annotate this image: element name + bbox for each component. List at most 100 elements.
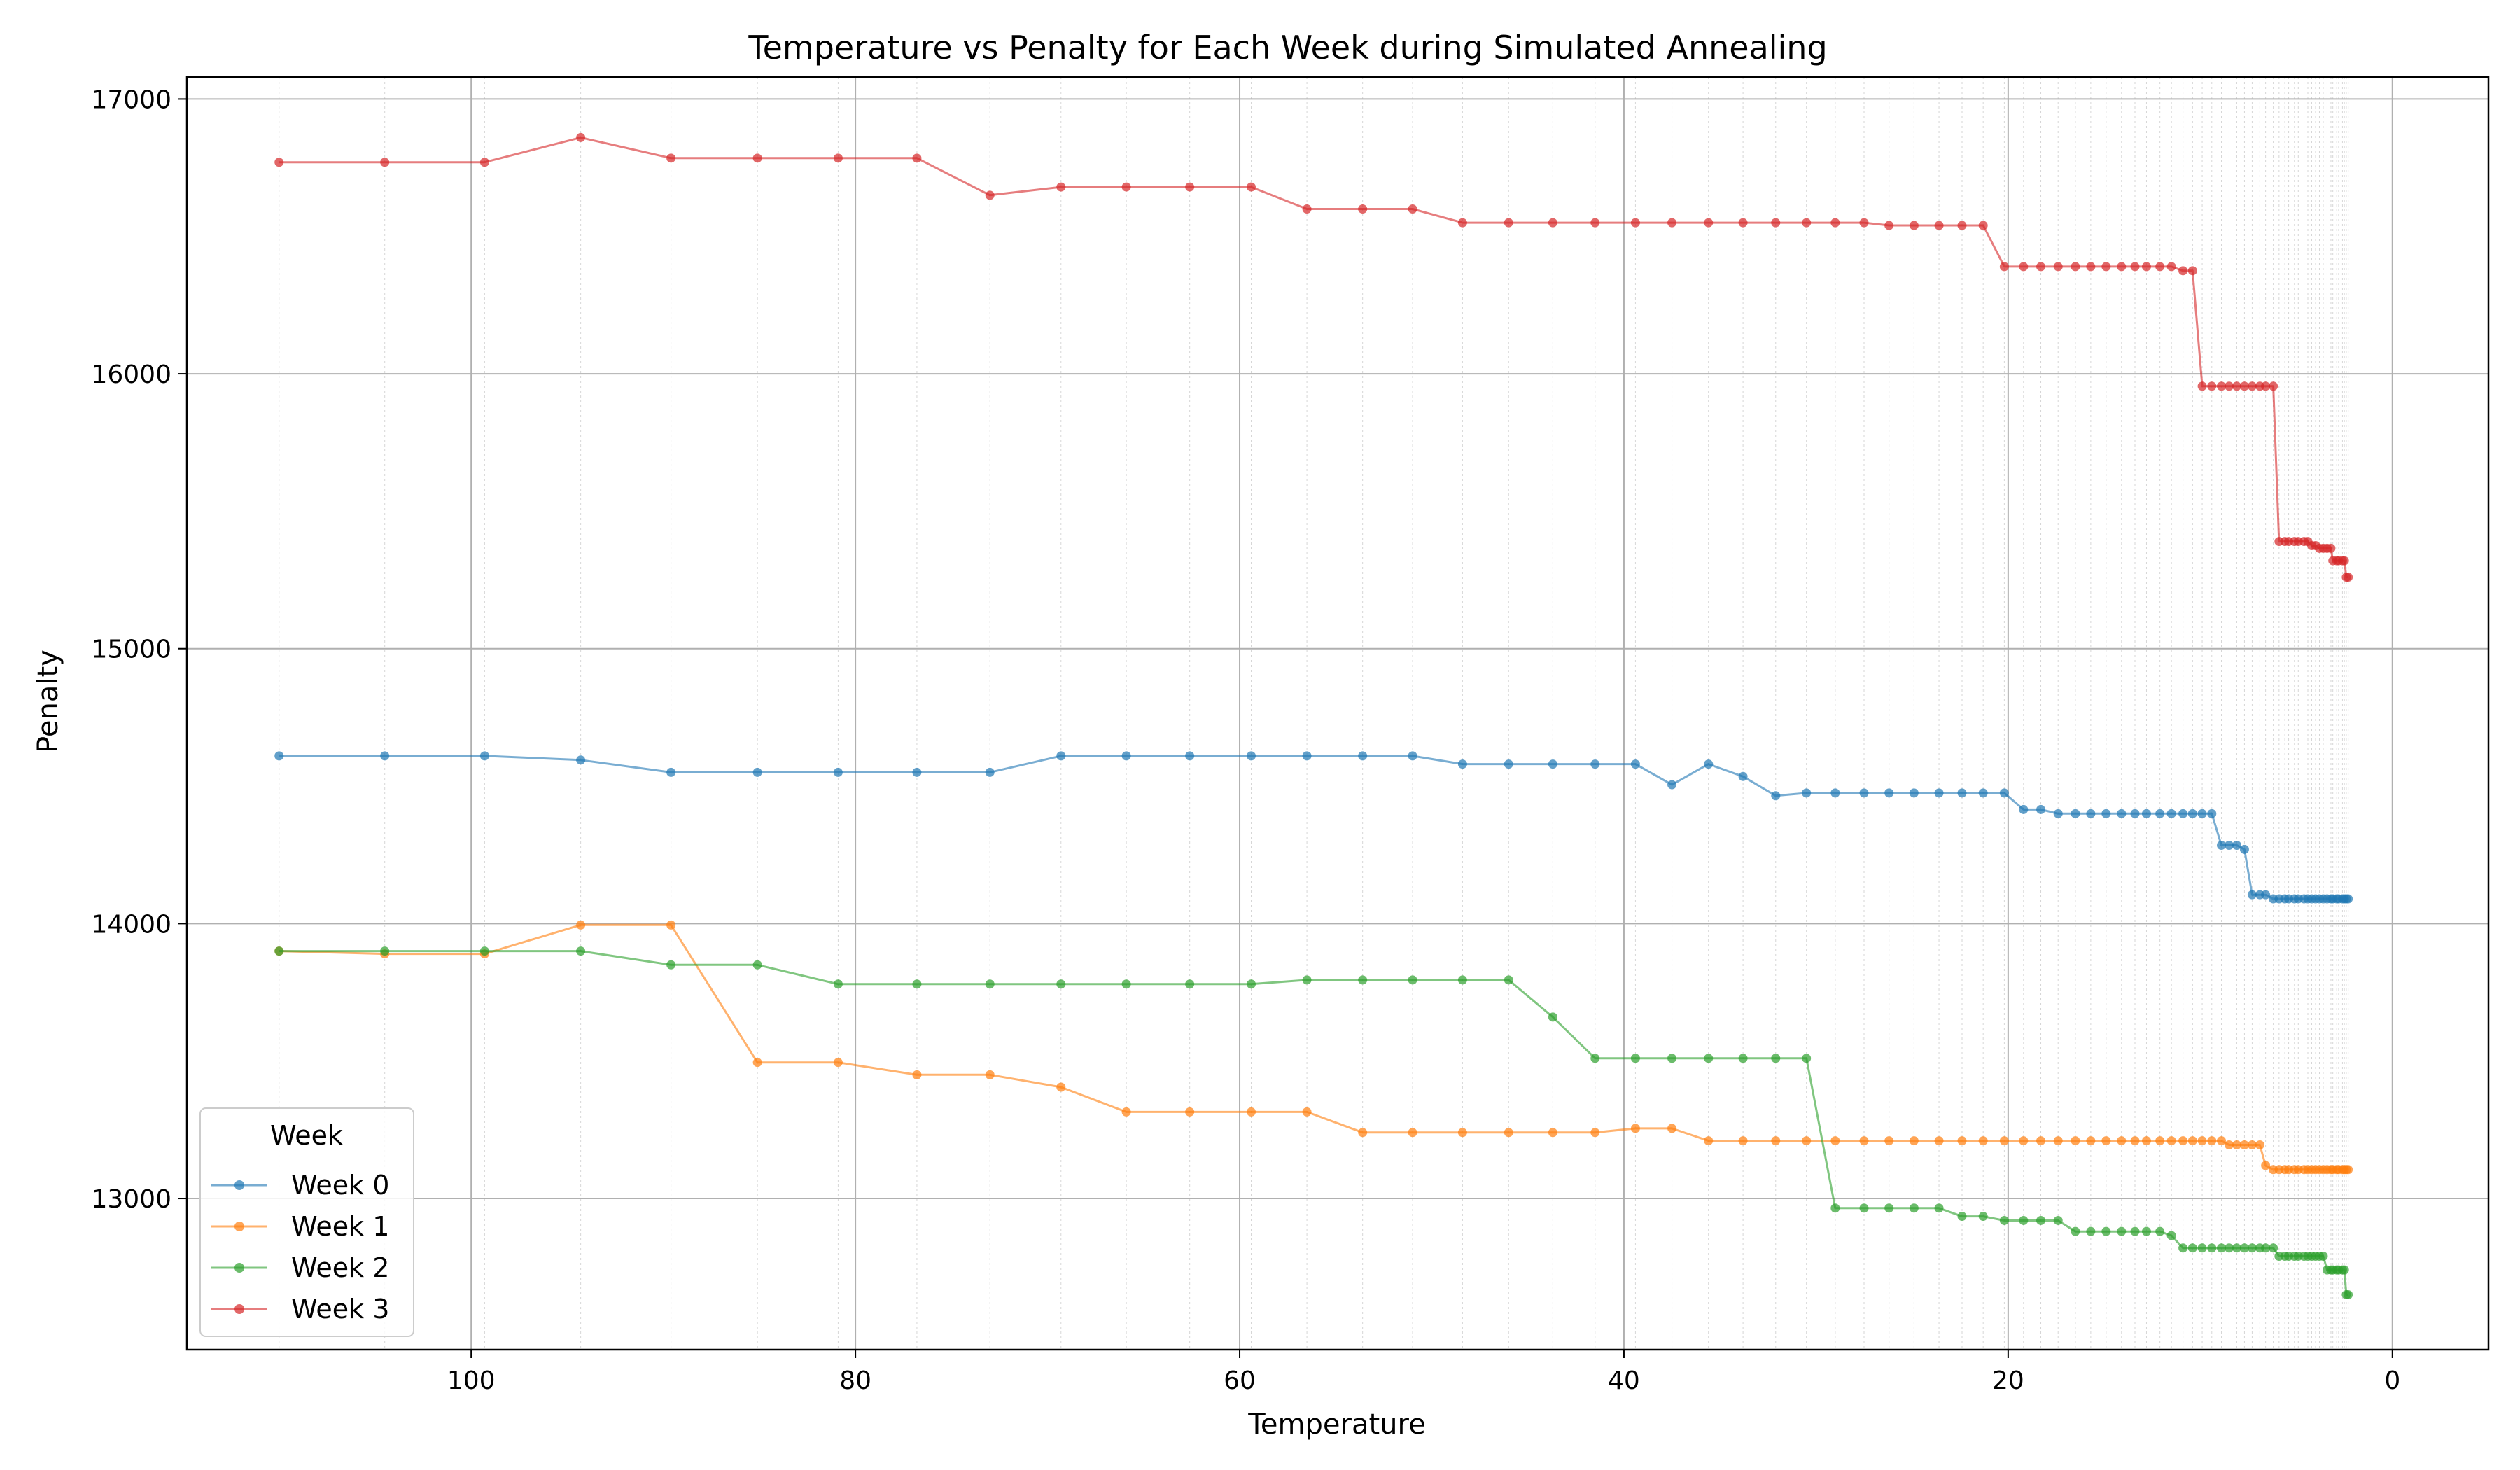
- data-point: [576, 755, 586, 765]
- legend-swatch-marker: [234, 1304, 244, 1314]
- data-point: [2339, 1265, 2349, 1275]
- data-point: [985, 1070, 995, 1079]
- data-point: [2019, 1136, 2029, 1146]
- data-point: [1590, 1128, 1600, 1138]
- data-point: [2155, 1136, 2165, 1146]
- legend-label: Week 2: [291, 1252, 389, 1283]
- data-point: [1590, 760, 1600, 769]
- data-point: [2207, 808, 2217, 818]
- data-point: [274, 158, 284, 167]
- y-tick-label: 17000: [91, 85, 172, 114]
- data-point: [2155, 262, 2165, 272]
- data-point: [2141, 262, 2151, 272]
- data-point: [912, 1070, 922, 1079]
- data-point: [2318, 1251, 2328, 1261]
- data-point: [1667, 780, 1677, 790]
- data-point: [1302, 975, 1312, 985]
- data-point: [833, 153, 843, 163]
- data-point: [1408, 975, 1418, 985]
- data-point: [2036, 1215, 2046, 1225]
- data-point: [1408, 751, 1418, 761]
- data-point: [912, 979, 922, 989]
- data-point: [2036, 1136, 2046, 1146]
- data-point: [1121, 979, 1131, 989]
- data-point: [2247, 1140, 2257, 1149]
- data-point: [2036, 804, 2046, 814]
- data-point: [2036, 262, 2046, 272]
- data-point: [1185, 182, 1195, 192]
- data-point: [1704, 760, 1714, 769]
- data-point: [2188, 1136, 2197, 1146]
- data-point: [2224, 1140, 2234, 1149]
- data-point: [576, 920, 586, 930]
- data-point: [2166, 808, 2176, 818]
- data-point: [2344, 894, 2353, 904]
- data-point: [2217, 840, 2227, 850]
- data-point: [2071, 1226, 2080, 1236]
- legend: Week Week 0 Week 1 Week 2 Week 3: [200, 1107, 414, 1337]
- data-point: [576, 132, 586, 142]
- data-point: [479, 946, 489, 956]
- data-point: [1884, 1136, 1894, 1146]
- data-point: [1302, 204, 1312, 214]
- data-point: [1957, 1136, 1967, 1146]
- data-point: [985, 767, 995, 777]
- data-point: [912, 153, 922, 163]
- data-point: [2141, 1226, 2151, 1236]
- data-point: [752, 153, 762, 163]
- data-point: [1909, 220, 1919, 230]
- data-point: [2130, 808, 2140, 818]
- data-point: [2071, 808, 2080, 818]
- data-point: [1978, 1212, 1988, 1222]
- legend-label: Week 3: [291, 1294, 389, 1324]
- chart-title: Temperature vs Penalty for Each Week dur…: [748, 29, 1827, 66]
- data-point: [2117, 1136, 2127, 1146]
- data-point: [2255, 1140, 2264, 1149]
- data-point: [2155, 808, 2165, 818]
- data-point: [1358, 1128, 1368, 1138]
- data-point: [2188, 1243, 2197, 1253]
- data-point: [1121, 1107, 1131, 1116]
- y-axis-label: Penalty: [32, 650, 64, 753]
- data-point: [2053, 262, 2063, 272]
- data-point: [1738, 771, 1748, 781]
- data-point: [2117, 262, 2127, 272]
- data-point: [2086, 1226, 2096, 1236]
- data-point: [1667, 1054, 1677, 1063]
- data-point: [1934, 1136, 1944, 1146]
- data-point: [2101, 262, 2111, 272]
- data-point: [2130, 1136, 2140, 1146]
- y-tick-label: 16000: [91, 360, 172, 389]
- legend-swatch-marker: [234, 1263, 244, 1273]
- data-point: [2344, 1165, 2353, 1175]
- legend-item: Week 0: [211, 1170, 389, 1200]
- data-point: [1704, 1136, 1714, 1146]
- data-point: [752, 767, 762, 777]
- data-point: [1884, 1203, 1894, 1213]
- data-point: [1999, 788, 2009, 798]
- data-point: [1704, 218, 1714, 227]
- data-point: [1830, 1203, 1840, 1213]
- legend-label: Week 0: [291, 1170, 389, 1200]
- data-point: [1457, 975, 1467, 985]
- data-point: [1771, 1136, 1781, 1146]
- data-point: [1185, 1107, 1195, 1116]
- data-point: [1408, 1128, 1418, 1138]
- data-point: [2086, 262, 2096, 272]
- data-point: [1859, 218, 1869, 227]
- data-point: [1802, 218, 1812, 227]
- data-point: [2239, 1140, 2249, 1149]
- data-point: [2232, 840, 2241, 850]
- data-point: [1302, 751, 1312, 761]
- data-point: [1957, 788, 1967, 798]
- data-point: [1358, 204, 1368, 214]
- data-point: [274, 946, 284, 956]
- data-point: [2261, 890, 2271, 899]
- data-point: [1830, 218, 1840, 227]
- data-point: [1504, 760, 1513, 769]
- y-tick-label: 14000: [91, 910, 172, 939]
- data-point: [1934, 1203, 1944, 1213]
- x-tick-label: 60: [1224, 1366, 1256, 1395]
- data-point: [1408, 204, 1418, 214]
